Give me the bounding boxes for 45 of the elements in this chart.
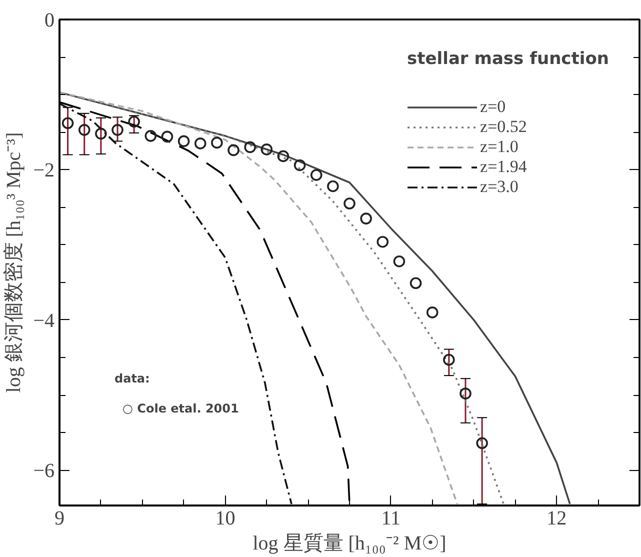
point — [161, 130, 174, 143]
legend-label: z=3.0 — [480, 177, 518, 197]
y-tick-label: −4 — [33, 310, 54, 332]
point — [426, 306, 438, 318]
legend-label: z=1.0 — [480, 137, 518, 157]
y-axis-title: log 銀河個数密度 [h₁₀₀³ Mpc⁻³] — [3, 132, 26, 393]
annotation: ○ Cole etal. 2001 — [122, 402, 239, 416]
x-axis-title: log 星質量 [h₁₀₀⁻² M☉] — [252, 532, 446, 554]
annotation: data: — [114, 372, 150, 386]
annotation: stellar mass function — [407, 49, 609, 69]
legend-label: z=0.52 — [480, 117, 527, 137]
x-tick-label: 12 — [546, 508, 567, 530]
point — [327, 180, 339, 192]
point — [443, 354, 455, 366]
point — [228, 144, 240, 156]
legend-label: z=0 — [480, 97, 506, 117]
point — [476, 437, 488, 450]
point — [360, 212, 372, 224]
point — [260, 144, 273, 156]
point — [112, 124, 124, 136]
point — [244, 141, 256, 154]
legend-label: z=1.94 — [480, 157, 527, 177]
point — [294, 159, 306, 172]
point — [277, 150, 290, 162]
point — [62, 117, 74, 130]
point — [194, 138, 206, 150]
y-tick-label: −2 — [33, 160, 54, 182]
point — [344, 198, 356, 210]
point — [178, 135, 190, 148]
x-tick-label: 10 — [215, 508, 236, 530]
point — [128, 116, 140, 128]
point — [460, 388, 472, 400]
point — [95, 128, 107, 140]
point — [78, 124, 90, 136]
x-tick-label: 9 — [54, 508, 64, 530]
line-series — [60, 102, 292, 505]
point — [310, 169, 322, 181]
point — [393, 255, 406, 268]
point — [410, 277, 422, 290]
point — [144, 130, 157, 142]
x-tick-label: 11 — [381, 508, 401, 530]
point — [211, 136, 223, 149]
y-tick-label: −6 — [33, 460, 54, 482]
point — [376, 236, 389, 248]
y-tick-label: 0 — [44, 10, 54, 32]
